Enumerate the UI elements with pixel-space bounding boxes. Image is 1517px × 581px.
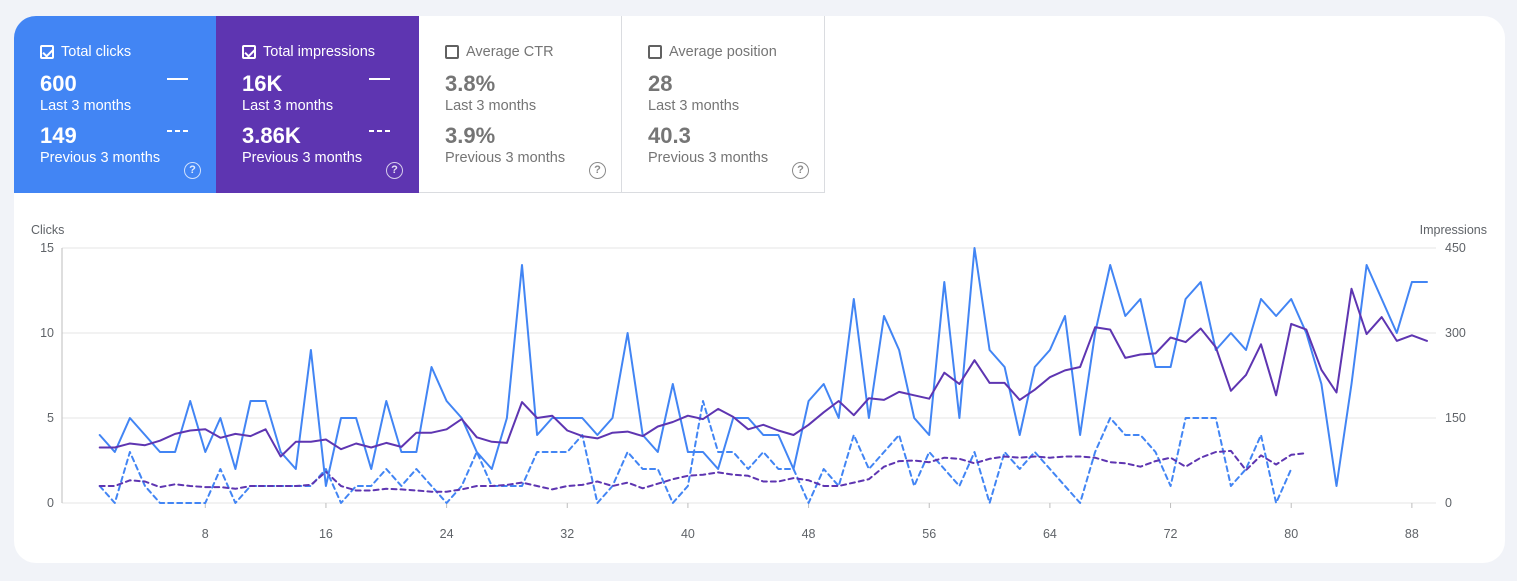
metric-period-current: Last 3 months <box>648 98 740 114</box>
left-tick-label: 0 <box>47 496 54 510</box>
metric-average-position[interactable]: Average position 28 Last 3 months 40.3 P… <box>622 16 825 193</box>
metric-period-previous: Previous 3 months <box>40 150 161 166</box>
metric-value-previous: 40.3 <box>648 123 691 148</box>
metric-period-current: Last 3 months <box>242 98 334 114</box>
solid-line-legend-icon <box>369 78 390 80</box>
x-tick-label: 16 <box>319 527 333 541</box>
metric-period-previous: Previous 3 months <box>445 150 566 166</box>
right-tick-label: 150 <box>1445 411 1466 425</box>
x-tick-label: 56 <box>922 527 936 541</box>
metric-value-previous: 149 <box>40 123 77 148</box>
metric-total-impressions[interactable]: Total impressions 16K Last 3 months 3.86… <box>216 16 419 193</box>
help-icon[interactable]: ? <box>184 162 201 179</box>
left-tick-label: 15 <box>40 241 54 255</box>
checkbox-checked-icon[interactable] <box>242 45 256 59</box>
x-tick-label: 80 <box>1284 527 1298 541</box>
left-axis-label: Clicks <box>31 223 64 237</box>
x-tick-label: 8 <box>202 527 209 541</box>
x-tick-label: 48 <box>802 527 816 541</box>
x-tick-label: 72 <box>1164 527 1178 541</box>
metric-label: Average position <box>669 44 777 60</box>
performance-card: Total clicks 600 Last 3 months 149 Previ… <box>14 16 1505 563</box>
help-icon[interactable]: ? <box>792 162 809 179</box>
checkbox-unchecked-icon[interactable] <box>445 45 459 59</box>
x-tick-label: 64 <box>1043 527 1057 541</box>
performance-chart[interactable]: Clicks Impressions 0 0 5 150 10 300 15 450 8 16 24 32… <box>14 16 1505 563</box>
help-icon[interactable]: ? <box>589 162 606 179</box>
metric-value-previous: 3.9% <box>445 123 496 148</box>
metric-value-current: 600 <box>40 71 77 96</box>
impressions-solid-series-line <box>98 287 1428 458</box>
left-tick-label: 10 <box>40 326 54 340</box>
metric-value-current: 3.8% <box>445 71 496 96</box>
metric-value-current: 28 <box>648 71 673 96</box>
x-tick-label: 24 <box>440 527 454 541</box>
metric-label: Total clicks <box>61 44 132 60</box>
metric-value-previous: 3.86K <box>242 123 301 148</box>
checkbox-unchecked-icon[interactable] <box>648 45 662 59</box>
clicks-solid-series-line <box>98 247 1428 487</box>
right-tick-label: 300 <box>1445 326 1466 340</box>
metric-tiles: Total clicks 600 Last 3 months 149 Previ… <box>14 16 825 193</box>
metric-period-current: Last 3 months <box>445 98 537 114</box>
x-tick-label: 88 <box>1405 527 1419 541</box>
dashed-line-legend-icon <box>167 130 188 132</box>
impressions-dashed-series-line <box>98 449 1308 493</box>
x-tick-label: 32 <box>560 527 574 541</box>
left-tick-label: 5 <box>47 411 54 425</box>
checkbox-checked-icon[interactable] <box>40 45 54 59</box>
metric-period-previous: Previous 3 months <box>648 150 769 166</box>
x-tick-label: 40 <box>681 527 695 541</box>
metric-period-current: Last 3 months <box>40 98 132 114</box>
metric-label: Average CTR <box>466 44 554 60</box>
dashed-line-legend-icon <box>369 130 390 132</box>
metric-average-ctr[interactable]: Average CTR 3.8% Last 3 months 3.9% Prev… <box>419 16 622 193</box>
help-icon[interactable]: ? <box>386 162 403 179</box>
metric-total-clicks[interactable]: Total clicks 600 Last 3 months 149 Previ… <box>14 16 216 193</box>
solid-line-legend-icon <box>167 78 188 80</box>
right-tick-label: 0 <box>1445 496 1452 510</box>
right-tick-label: 450 <box>1445 241 1466 255</box>
metric-period-previous: Previous 3 months <box>242 150 363 166</box>
metric-label: Total impressions <box>263 44 376 60</box>
right-axis-label: Impressions <box>1420 223 1487 237</box>
metric-value-current: 16K <box>242 71 283 96</box>
